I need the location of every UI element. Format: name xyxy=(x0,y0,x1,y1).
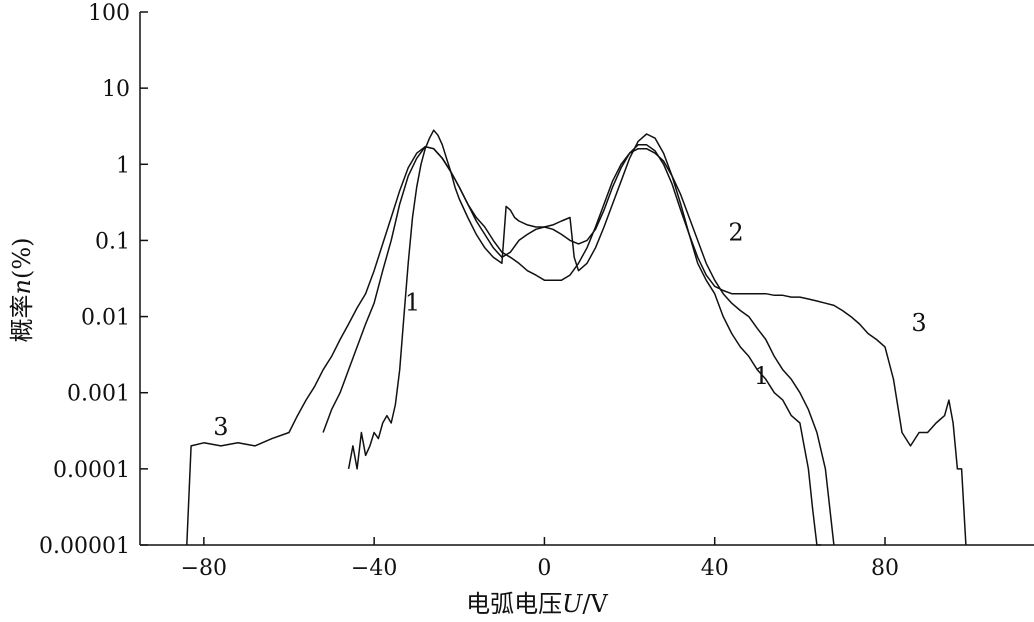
series-1-line xyxy=(347,129,822,546)
series-3-line xyxy=(186,144,967,546)
x-tick-label: −80 xyxy=(181,556,227,581)
y-tick-label: 100 xyxy=(88,1,130,26)
x-tick-label: 40 xyxy=(701,556,729,581)
series-2-line xyxy=(322,145,835,546)
y-tick-label: 0.01 xyxy=(81,306,130,331)
x-tick-label: −40 xyxy=(351,556,397,581)
axes: 0.00001 0.0001 0.001 0.01 0.1 1 10 100 −80 −40 0 40… xyxy=(39,1,1034,581)
y-tick-label: 0.1 xyxy=(95,229,130,254)
plot-area xyxy=(186,129,967,546)
series-labels: 1 2 3 1 3 xyxy=(213,218,926,440)
series-3-label-secondary: 3 xyxy=(911,309,926,337)
y-tick-label: 1 xyxy=(116,153,130,178)
x-tick-label: 80 xyxy=(871,556,899,581)
series-2-label: 2 xyxy=(728,218,743,246)
series-1-label-secondary: 1 xyxy=(754,362,769,390)
series-3-label: 3 xyxy=(213,413,228,441)
y-tick-label: 0.001 xyxy=(67,382,130,407)
y-tick-label: 10 xyxy=(102,77,130,102)
series-1-label: 1 xyxy=(405,289,420,317)
y-tick-label: 0.0001 xyxy=(53,458,130,483)
y-tick-label: 0.00001 xyxy=(39,534,130,559)
x-axis-title: 电弧电压U/V xyxy=(466,590,608,618)
y-axis-title: 概率n(%) xyxy=(8,238,36,343)
x-tick-label: 0 xyxy=(537,556,551,581)
